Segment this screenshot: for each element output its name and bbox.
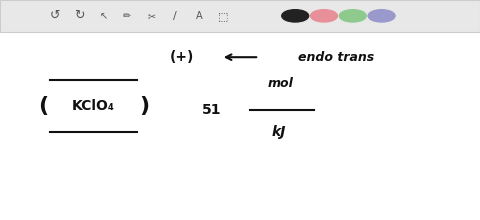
Circle shape	[368, 10, 395, 22]
Text: ⬚: ⬚	[218, 11, 228, 21]
Circle shape	[339, 10, 366, 22]
FancyBboxPatch shape	[0, 32, 480, 220]
Circle shape	[311, 10, 337, 22]
Text: A: A	[196, 11, 203, 21]
Text: (+): (+)	[170, 50, 194, 64]
Text: /: /	[173, 11, 177, 21]
Text: kJ: kJ	[271, 125, 286, 139]
Text: ↖: ↖	[99, 11, 107, 21]
FancyBboxPatch shape	[0, 0, 480, 32]
Text: ✏: ✏	[123, 11, 131, 21]
Text: endo trans: endo trans	[298, 51, 374, 64]
Text: ↻: ↻	[74, 9, 84, 22]
Text: 51: 51	[202, 103, 221, 117]
Text: mol: mol	[268, 77, 294, 90]
Circle shape	[282, 10, 309, 22]
Text: (: (	[38, 96, 48, 116]
Text: KClO₄: KClO₄	[72, 99, 115, 113]
Text: ↺: ↺	[50, 9, 60, 22]
Text: ): )	[139, 96, 149, 116]
Text: ✂: ✂	[147, 11, 155, 21]
